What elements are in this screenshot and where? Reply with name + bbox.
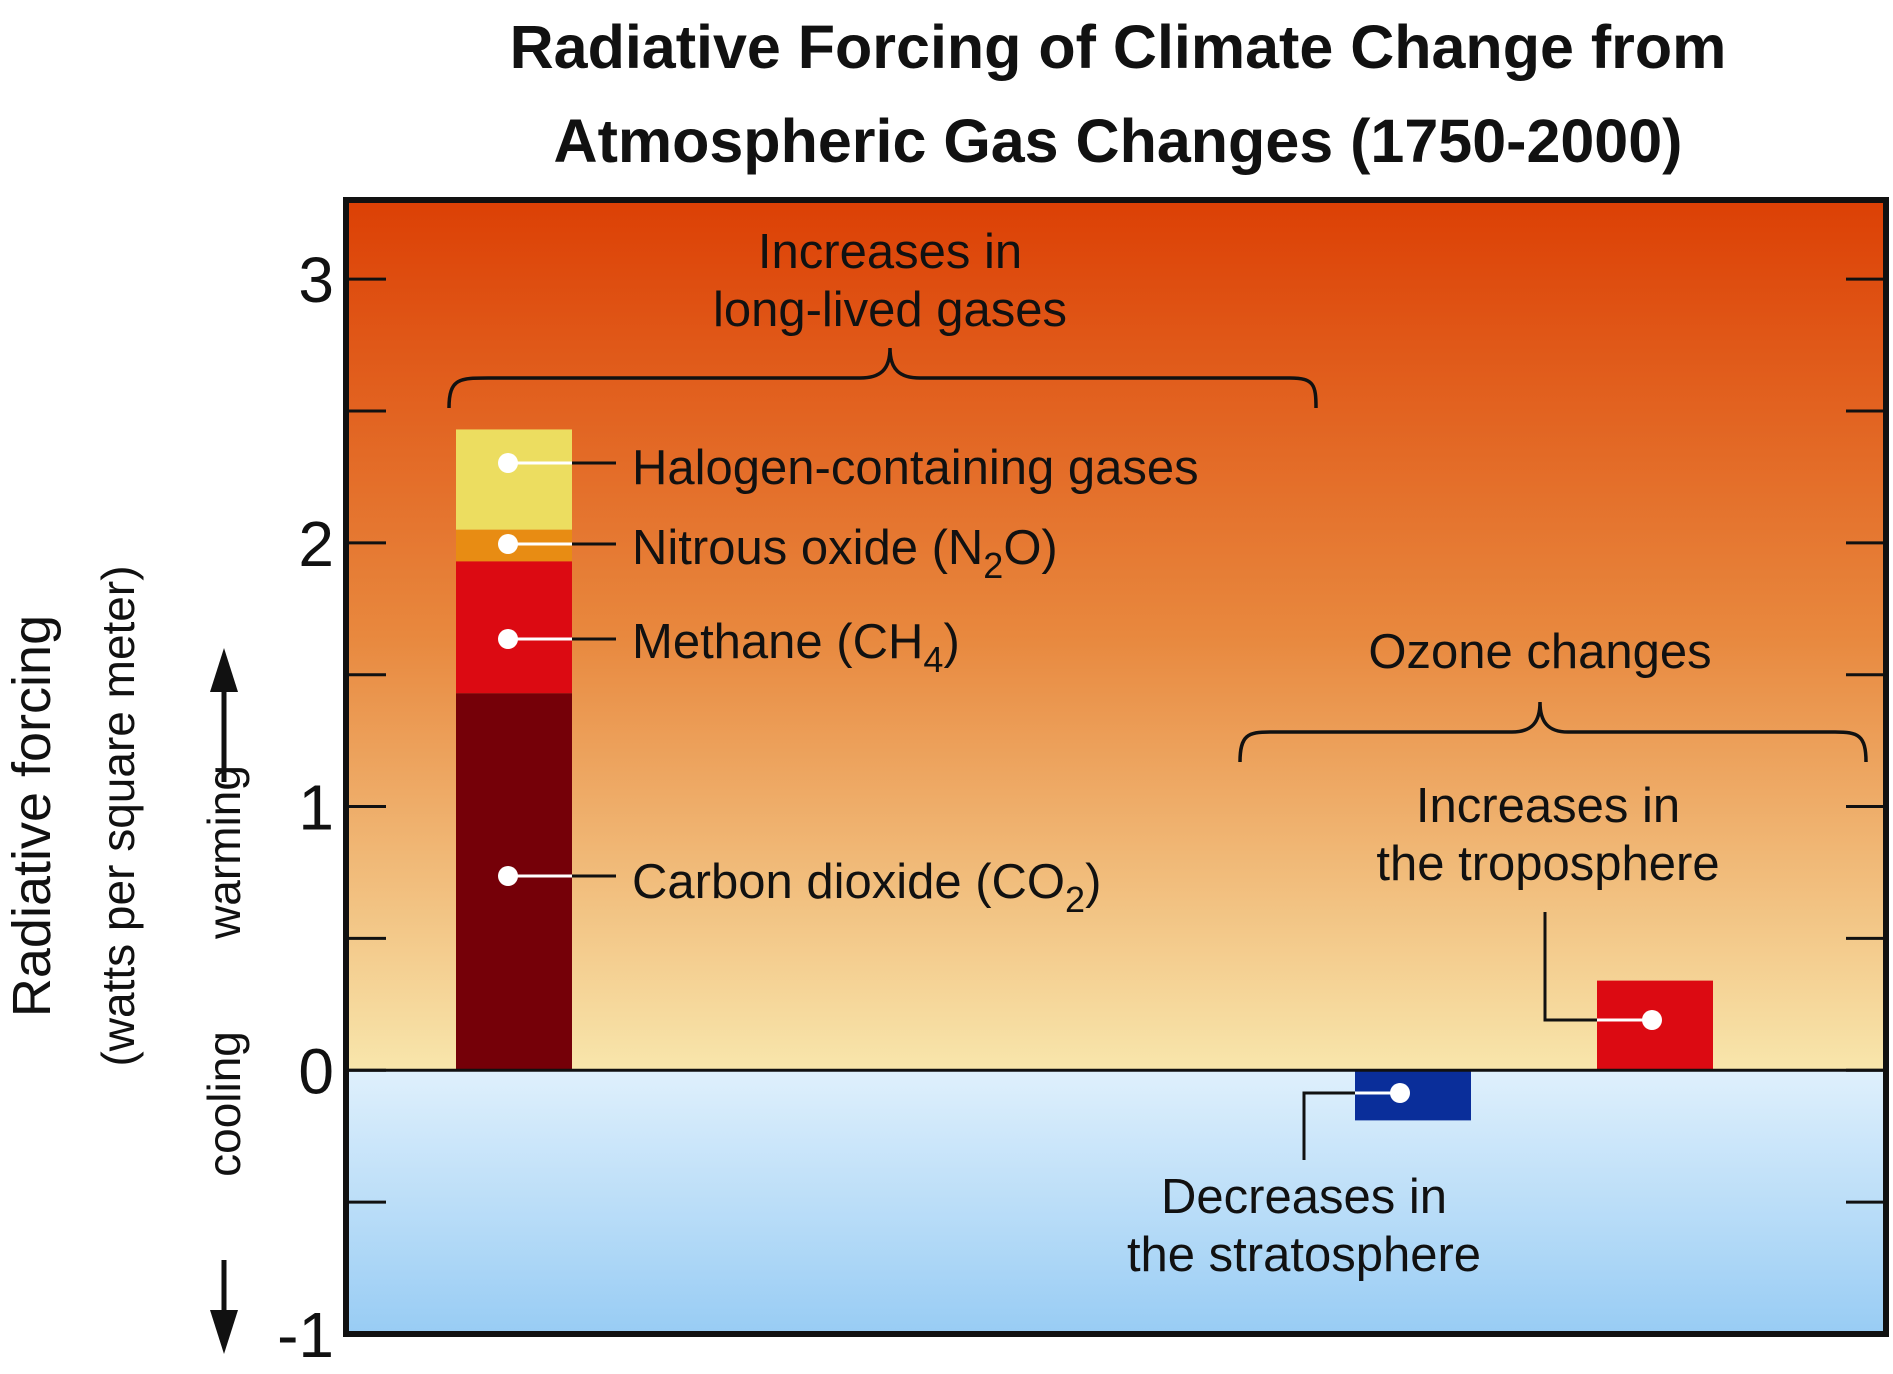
label-stratosphere-line-1: Decreases in [1161,1170,1447,1224]
group-label-long-lived-line-2: long-lived gases [713,283,1067,337]
leader-dot [498,534,518,554]
brace-ozone [1238,701,1868,763]
warming-region [346,200,1886,1071]
leader-dot [498,866,518,886]
label-carbon-dioxide: Carbon dioxide (CO2) [632,855,1101,920]
y-tick-label: 1 [298,772,334,844]
leader-dot [1642,1010,1662,1030]
cooling-arrow [210,1260,238,1354]
label-troposphere-line-2: the troposphere [1376,837,1719,891]
group-label-ozone: Ozone changes [1368,625,1711,679]
y-axis-label-units: (watts per square meter) [92,565,144,1066]
y-tick-label: 2 [298,508,334,580]
bar-ozone-stratosphere [1355,1070,1471,1121]
label-nitrous-oxide: Nitrous oxide (N2O) [632,521,1058,586]
y-axis: -1 0 1 2 3 [277,244,1886,1371]
chart-title-line-1: Radiative Forcing of Climate Change from [510,13,1727,81]
leader-lines [498,453,1662,1160]
warming-label: warming [198,765,250,940]
label-stratosphere-line-2: the stratosphere [1127,1228,1481,1282]
y-tick-label: -1 [277,1299,334,1371]
group-label-long-lived-line-1: Increases in [758,225,1022,279]
brace-long-lived [447,347,1318,409]
leader-dot [498,629,518,649]
warming-arrow [210,648,238,782]
bar-segment [456,561,572,694]
bar-segment [456,429,572,530]
label-halogen: Halogen-containing gases [632,441,1199,495]
plot-frame [343,197,1889,1337]
label-methane: Methane (CH4) [632,615,960,680]
cooling-region [346,1070,1886,1334]
cooling-label: cooling [198,1031,250,1177]
leader-dot [498,453,518,473]
y-axis-label: Radiative forcing [2,615,62,1017]
label-troposphere-line-1: Increases in [1416,779,1680,833]
leader-dot [1390,1083,1410,1103]
y-tick-label: 3 [298,244,334,316]
y-tick-label: 0 [298,1035,334,1107]
chart-title-line-2: Atmospheric Gas Changes (1750-2000) [554,107,1683,175]
